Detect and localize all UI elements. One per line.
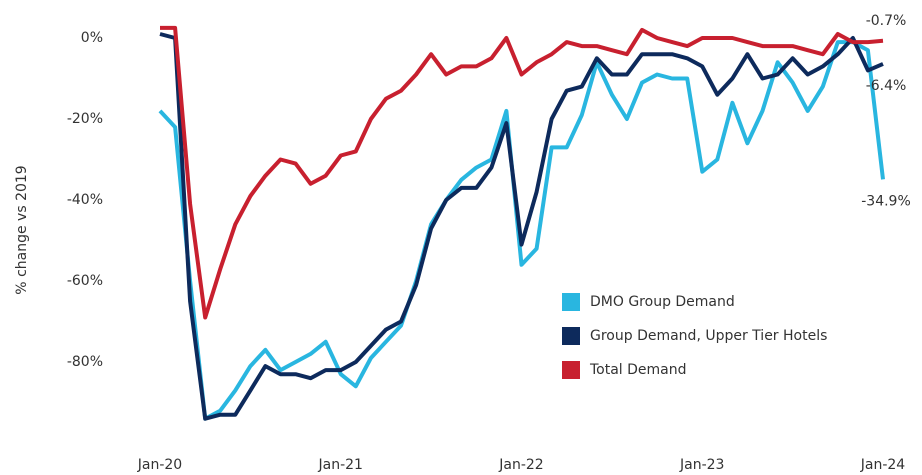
- legend-swatch: [562, 293, 580, 311]
- x-tick-label: Jan-22: [498, 457, 543, 473]
- y-tick-label: 0%: [81, 30, 103, 46]
- series-line: [159, 32, 884, 421]
- data-label: -34.9%: [861, 193, 911, 209]
- legend-swatch: [562, 327, 580, 345]
- y-tick-label: -20%: [67, 111, 103, 127]
- y-tick-label: -60%: [67, 273, 103, 289]
- series-line: [158, 40, 885, 421]
- x-tick-label: Jan-24: [860, 457, 906, 473]
- x-tick-label: Jan-23: [679, 457, 724, 473]
- data-label: -0.7%: [866, 13, 907, 29]
- legend-label: Group Demand, Upper Tier Hotels: [590, 328, 827, 344]
- y-tick-label: -80%: [67, 354, 103, 370]
- legend-label: Total Demand: [589, 362, 687, 378]
- series-line: [160, 25, 884, 320]
- data-label: -6.4%: [866, 78, 907, 94]
- x-tick-label: Jan-21: [318, 457, 363, 473]
- x-tick-label: Jan-20: [137, 457, 182, 473]
- legend-swatch: [562, 361, 580, 379]
- legend-label: DMO Group Demand: [590, 294, 735, 310]
- y-axis-label: % change vs 2019: [14, 165, 30, 294]
- y-tick-label: -40%: [67, 192, 103, 208]
